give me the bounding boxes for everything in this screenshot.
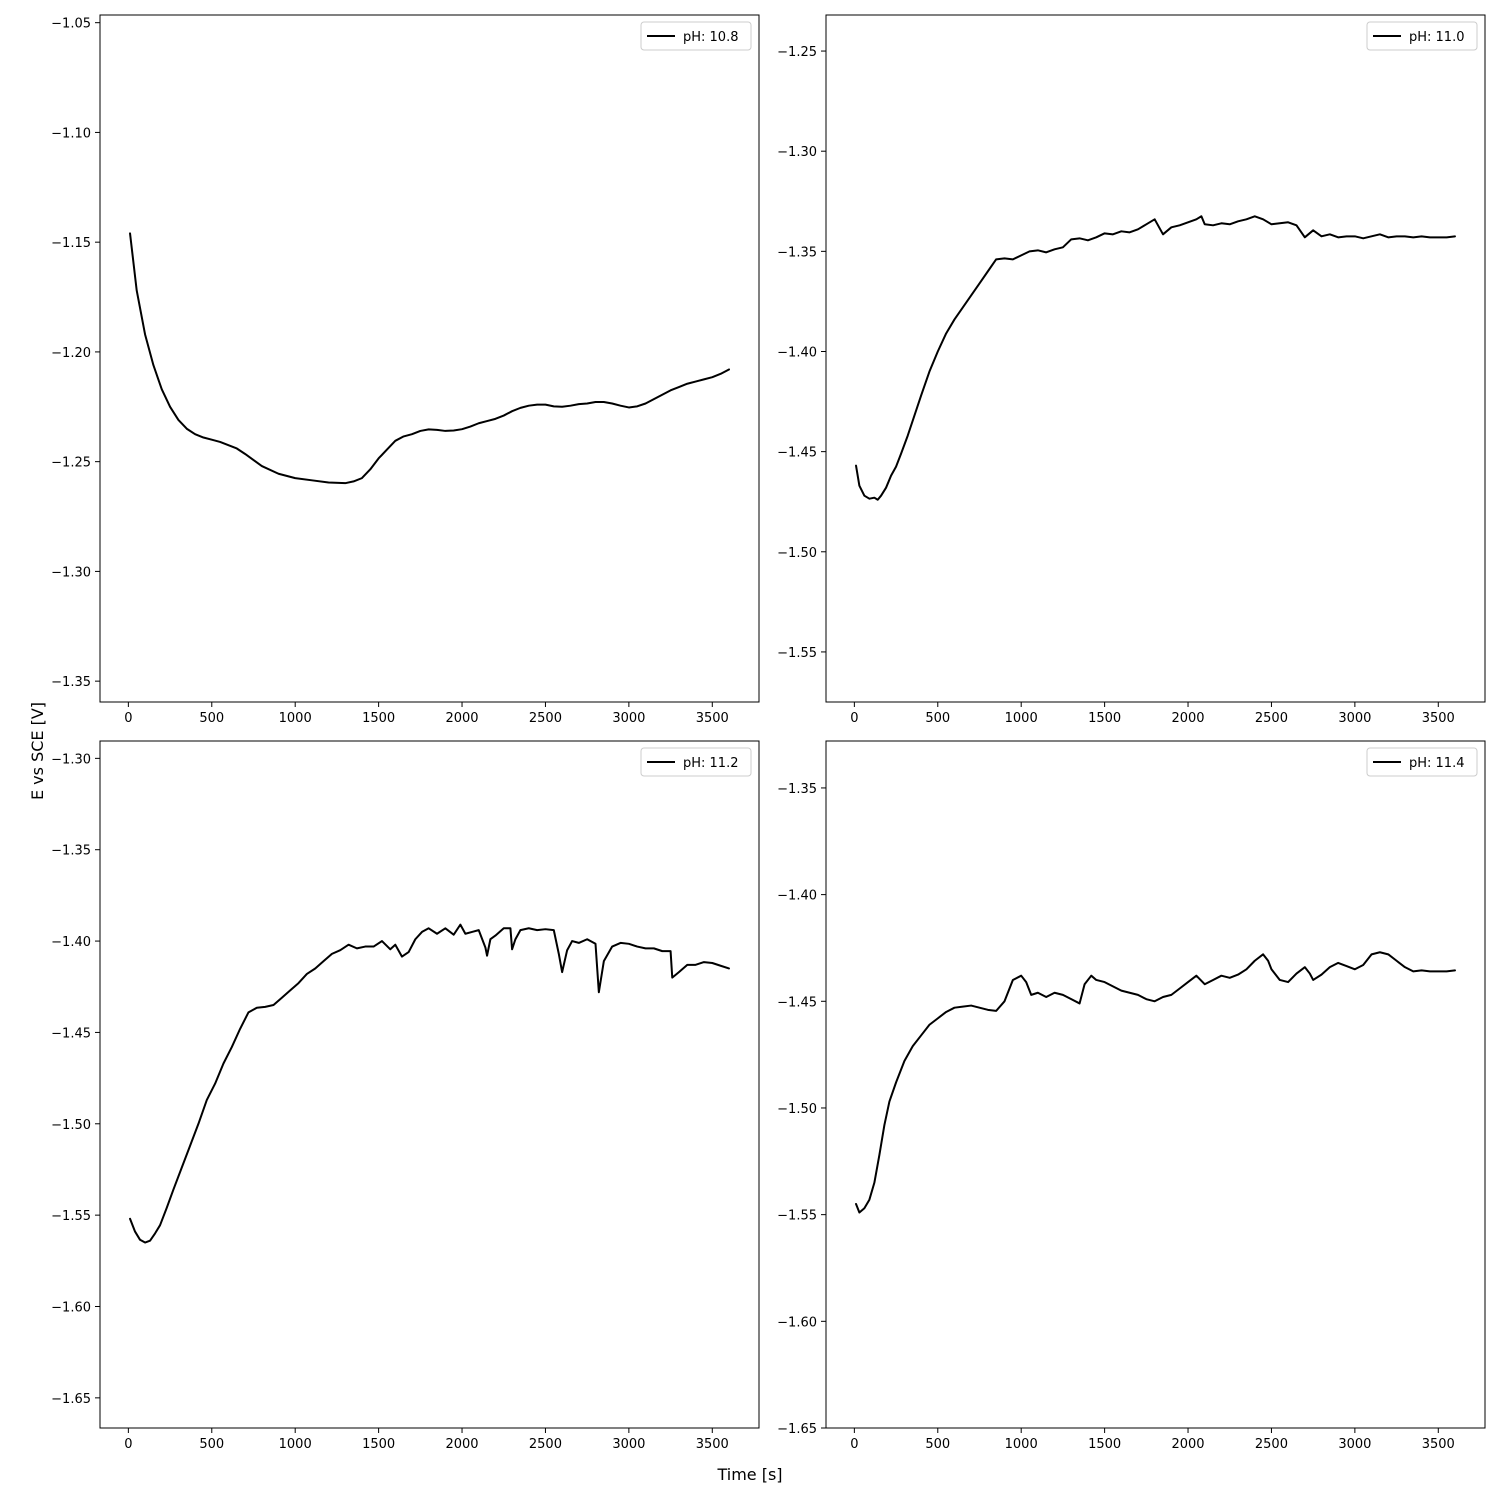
x-tick-label: 2500 bbox=[529, 711, 562, 726]
x-tick-label: 3000 bbox=[612, 711, 645, 726]
x-tick-label: 2500 bbox=[1255, 1437, 1288, 1452]
y-tick-label: −1.60 bbox=[51, 1300, 91, 1315]
y-tick-label: −1.25 bbox=[51, 456, 91, 471]
x-tick-label: 1000 bbox=[1005, 711, 1038, 726]
subplot-3: 0 500 1000 1500 2000 2500 3000 3500 −1.65 −1.60 −1… bbox=[51, 740, 760, 1452]
y-tick-label: −1.45 bbox=[777, 995, 817, 1010]
y-tick-label: −1.55 bbox=[777, 646, 817, 661]
series-line-1 bbox=[855, 215, 1456, 501]
x-tick-label: 0 bbox=[850, 1437, 858, 1452]
x-tick-label: 500 bbox=[925, 1437, 950, 1452]
x-tick-label: 500 bbox=[199, 1437, 224, 1452]
x-tick-label: 3500 bbox=[1422, 711, 1455, 726]
y-tick-label: −1.15 bbox=[51, 236, 91, 251]
legend: pH: 11.2 bbox=[640, 747, 752, 777]
x-tick-label: 3500 bbox=[696, 1437, 729, 1452]
y-tick-label: −1.25 bbox=[777, 45, 817, 60]
series-line-1 bbox=[855, 951, 1456, 1214]
y-tick-label: −1.65 bbox=[777, 1422, 817, 1437]
x-tick-label: 1500 bbox=[1088, 711, 1121, 726]
x-tick-label: 500 bbox=[199, 711, 224, 726]
legend-entry: pH: 11.0 bbox=[1409, 30, 1465, 45]
y-tick-label: −1.10 bbox=[51, 126, 91, 141]
legend: pH: 10.8 bbox=[640, 21, 752, 51]
x-tick-label: 2000 bbox=[445, 1437, 478, 1452]
plot-frame bbox=[99, 14, 760, 703]
y-tick-label: −1.35 bbox=[51, 844, 91, 859]
y-tick-label: −1.50 bbox=[777, 546, 817, 561]
y-tick-label: −1.05 bbox=[51, 17, 91, 32]
legend: pH: 11.4 bbox=[1366, 747, 1478, 777]
y-tick-label: −1.30 bbox=[51, 752, 91, 767]
subplot-2: 0 500 1000 1500 2000 2500 3000 3500 −1.55 −1.50 −1… bbox=[777, 14, 1486, 726]
x-tick-label: 0 bbox=[124, 1437, 132, 1452]
y-axis-label: E vs SCE [V] bbox=[28, 702, 47, 800]
legend-box bbox=[1366, 21, 1478, 51]
x-tick-label: 0 bbox=[850, 711, 858, 726]
subplot-4: 0 500 1000 1500 2000 2500 3000 3500 −1.65 −1.60 −1… bbox=[777, 740, 1486, 1452]
x-tick-label: 3000 bbox=[1338, 1437, 1371, 1452]
y-tick-label: −1.45 bbox=[777, 446, 817, 461]
y-tick-label: −1.55 bbox=[777, 1209, 817, 1224]
subplot-grid: 0 500 1000 1500 2000 2500 3000 3500 −1.35 −1.30 −1… bbox=[51, 14, 1486, 1452]
y-tick-label: −1.60 bbox=[777, 1315, 817, 1330]
x-tick-label: 2500 bbox=[529, 1437, 562, 1452]
y-tick-label: −1.55 bbox=[51, 1209, 91, 1224]
legend-entry: pH: 10.8 bbox=[683, 30, 739, 45]
y-tick-label: −1.40 bbox=[777, 889, 817, 904]
x-axis-label: Time [s] bbox=[716, 1465, 782, 1484]
y-tick-label: −1.50 bbox=[777, 1102, 817, 1117]
y-tick-label: −1.35 bbox=[777, 245, 817, 260]
subplot-1: 0 500 1000 1500 2000 2500 3000 3500 −1.35 −1.30 −1… bbox=[51, 14, 760, 726]
legend-box bbox=[1366, 747, 1478, 777]
legend-entry: pH: 11.2 bbox=[683, 756, 739, 771]
x-tick-label: 1000 bbox=[1005, 1437, 1038, 1452]
series-line-1 bbox=[129, 923, 730, 1244]
legend-box bbox=[640, 21, 752, 51]
legend: pH: 11.0 bbox=[1366, 21, 1478, 51]
y-tick-label: −1.40 bbox=[51, 935, 91, 950]
y-tick-label: −1.35 bbox=[51, 675, 91, 690]
y-tick-label: −1.30 bbox=[777, 145, 817, 160]
x-tick-label: 2000 bbox=[445, 711, 478, 726]
y-tick-label: −1.45 bbox=[51, 1026, 91, 1041]
y-tick-label: −1.40 bbox=[777, 345, 817, 360]
series-line-1 bbox=[129, 232, 730, 485]
x-tick-label: 3000 bbox=[612, 1437, 645, 1452]
x-tick-label: 500 bbox=[925, 711, 950, 726]
plot-frame bbox=[99, 740, 760, 1429]
y-tick-label: −1.65 bbox=[51, 1392, 91, 1407]
y-tick-label: −1.35 bbox=[777, 782, 817, 797]
x-tick-label: 3500 bbox=[696, 711, 729, 726]
plot-frame bbox=[825, 740, 1486, 1429]
y-tick-label: −1.30 bbox=[51, 565, 91, 580]
x-tick-label: 2000 bbox=[1171, 711, 1204, 726]
y-tick-label: −1.20 bbox=[51, 346, 91, 361]
plot-frame bbox=[825, 14, 1486, 703]
x-tick-label: 3000 bbox=[1338, 711, 1371, 726]
x-tick-label: 0 bbox=[124, 711, 132, 726]
x-tick-label: 1500 bbox=[1088, 1437, 1121, 1452]
x-tick-label: 2000 bbox=[1171, 1437, 1204, 1452]
y-tick-label: −1.50 bbox=[51, 1118, 91, 1133]
x-tick-label: 2500 bbox=[1255, 711, 1288, 726]
legend-entry: pH: 11.4 bbox=[1409, 756, 1465, 771]
x-tick-label: 1500 bbox=[362, 1437, 395, 1452]
x-tick-label: 1500 bbox=[362, 711, 395, 726]
x-tick-label: 1000 bbox=[279, 711, 312, 726]
x-tick-label: 1000 bbox=[279, 1437, 312, 1452]
legend-box bbox=[640, 747, 752, 777]
x-tick-label: 3500 bbox=[1422, 1437, 1455, 1452]
